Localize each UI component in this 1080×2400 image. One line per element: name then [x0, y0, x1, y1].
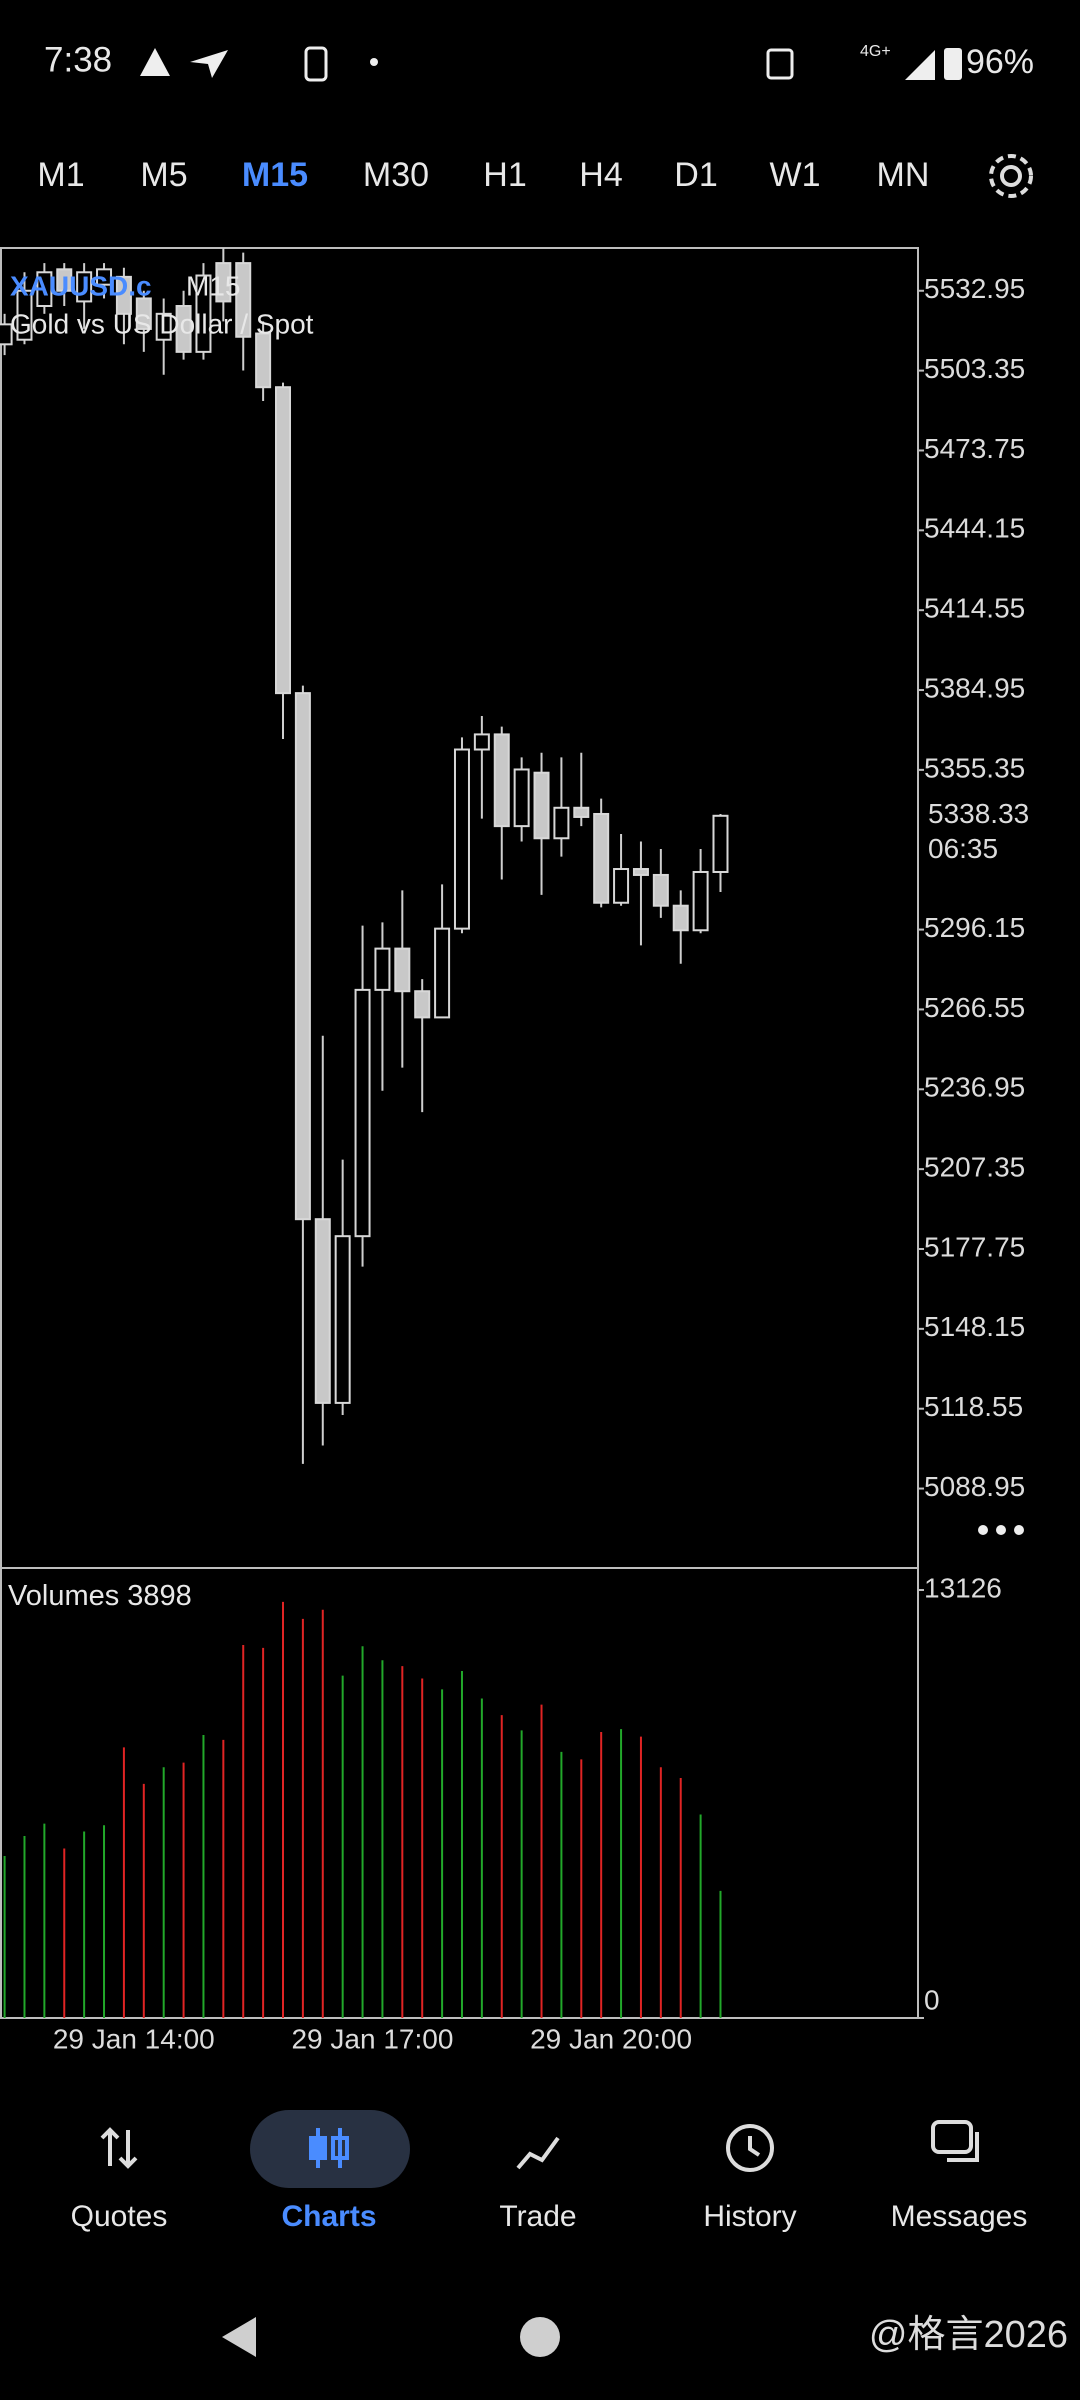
candle-body	[473, 733, 490, 751]
candle-body	[115, 275, 132, 315]
candle-body	[235, 262, 252, 338]
candle-body	[334, 1235, 351, 1404]
candle-body	[712, 814, 729, 873]
candle-body	[692, 870, 709, 932]
y-tick-label: 5177.75	[924, 1231, 1025, 1262]
x-tick-label: 29 Jan 17:00	[291, 2023, 453, 2054]
candle-body	[76, 271, 93, 303]
symbol[interactable]: XAUUSD.c	[10, 270, 152, 301]
candle-body	[394, 947, 411, 993]
network-type: 4G+	[860, 43, 891, 60]
nav-item[interactable]: History	[703, 2200, 796, 2233]
volume-tick-label: 13126	[924, 1572, 1002, 1603]
nav-item[interactable]: Quotes	[71, 2200, 168, 2233]
current-price: 5338.33	[928, 798, 1029, 829]
y-tick-label: 5296.15	[924, 912, 1025, 943]
candle-body	[96, 268, 113, 286]
candle-body	[593, 812, 610, 904]
volume-panel-frame[interactable]	[0, 1567, 919, 2019]
x-tick-label: 29 Jan 14:00	[53, 2023, 215, 2054]
candle-body	[0, 323, 13, 346]
timeframe-tab[interactable]: MN	[877, 156, 930, 194]
candle-body	[652, 873, 669, 907]
y-tick-label: 5532.95	[924, 273, 1025, 304]
nav-icons	[100, 2120, 979, 2172]
volume-last: 3898	[127, 1580, 192, 1612]
chart-timeframe: M15	[186, 270, 240, 301]
timeframe-tab[interactable]: M30	[363, 156, 429, 194]
nav-active-pill	[250, 2110, 410, 2188]
candle-body	[215, 262, 232, 303]
timeframe-tab[interactable]: M5	[140, 156, 187, 194]
settings-button[interactable]	[989, 154, 1033, 198]
timeframe-tab[interactable]: D1	[674, 156, 717, 194]
y-tick-label: 5444.15	[924, 513, 1025, 544]
candle-body	[632, 868, 649, 876]
candle-body	[493, 733, 510, 828]
y-tick-label: 5148.15	[924, 1311, 1025, 1342]
candle-body	[354, 988, 371, 1238]
y-tick-label: 5355.35	[924, 752, 1025, 783]
y-tick-label: 5266.55	[924, 992, 1025, 1023]
candle-body	[374, 947, 391, 991]
candle-body	[314, 1218, 331, 1404]
candle-body	[573, 806, 590, 818]
back-button[interactable]	[222, 2317, 256, 2357]
candle-body	[513, 768, 530, 828]
nav-item[interactable]: Messages	[891, 2200, 1028, 2233]
candle-body	[255, 332, 272, 389]
candle-body	[613, 868, 630, 904]
nav-item[interactable]: Trade	[499, 2200, 576, 2233]
candle-body	[294, 692, 311, 1221]
candle-body	[56, 268, 73, 292]
candle-body	[175, 305, 192, 353]
candle-body	[135, 297, 152, 330]
y-tick-label: 5207.35	[924, 1152, 1025, 1183]
timeframe-tab[interactable]: M1	[37, 156, 84, 194]
y-tick-label: 5414.55	[924, 593, 1025, 624]
symbol-description: Gold vs US Dollar / Spot	[10, 308, 314, 339]
candle-body	[195, 274, 212, 353]
timeframe-tab[interactable]: W1	[770, 156, 821, 194]
candle-body	[453, 748, 470, 930]
candle-body	[533, 771, 550, 840]
timeframe-tab[interactable]: H1	[483, 156, 526, 194]
volume-tick-label: 0	[924, 1984, 940, 2015]
candle-body	[672, 904, 689, 932]
status-icons	[140, 46, 962, 82]
candle-body	[553, 806, 570, 840]
timeframe-tab[interactable]: M15	[242, 156, 308, 194]
y-tick-label: 5088.95	[924, 1471, 1025, 1502]
candle-body	[155, 312, 172, 341]
status-time: 7:38	[44, 40, 112, 79]
watermark: @格言2026	[869, 2314, 1068, 2356]
more-button[interactable]	[978, 1525, 1024, 1535]
nav-item[interactable]: Charts	[281, 2200, 376, 2233]
y-tick-label: 5118.55	[924, 1391, 1023, 1422]
candle-body	[16, 289, 33, 341]
volume-title: Volumes 3898	[8, 1580, 192, 1612]
candle-body	[275, 386, 292, 695]
y-tick-label: 5473.75	[924, 433, 1025, 464]
y-tick-label: 5384.95	[924, 672, 1025, 703]
x-tick-label: 29 Jan 20:00	[530, 2023, 692, 2054]
timeframe-tab[interactable]: H4	[579, 156, 622, 194]
price-plot[interactable]	[0, 248, 729, 1464]
candle-body	[414, 990, 431, 1019]
candle-body	[36, 271, 53, 308]
candle-body	[434, 927, 451, 1019]
y-tick-label: 5503.35	[924, 353, 1025, 384]
y-tick-label: 5236.95	[924, 1072, 1025, 1103]
battery: 96%	[966, 43, 1034, 81]
volume-title-text: Volumes	[8, 1580, 119, 1612]
bar-countdown: 06:35	[928, 833, 998, 864]
home-button[interactable]	[520, 2317, 560, 2357]
